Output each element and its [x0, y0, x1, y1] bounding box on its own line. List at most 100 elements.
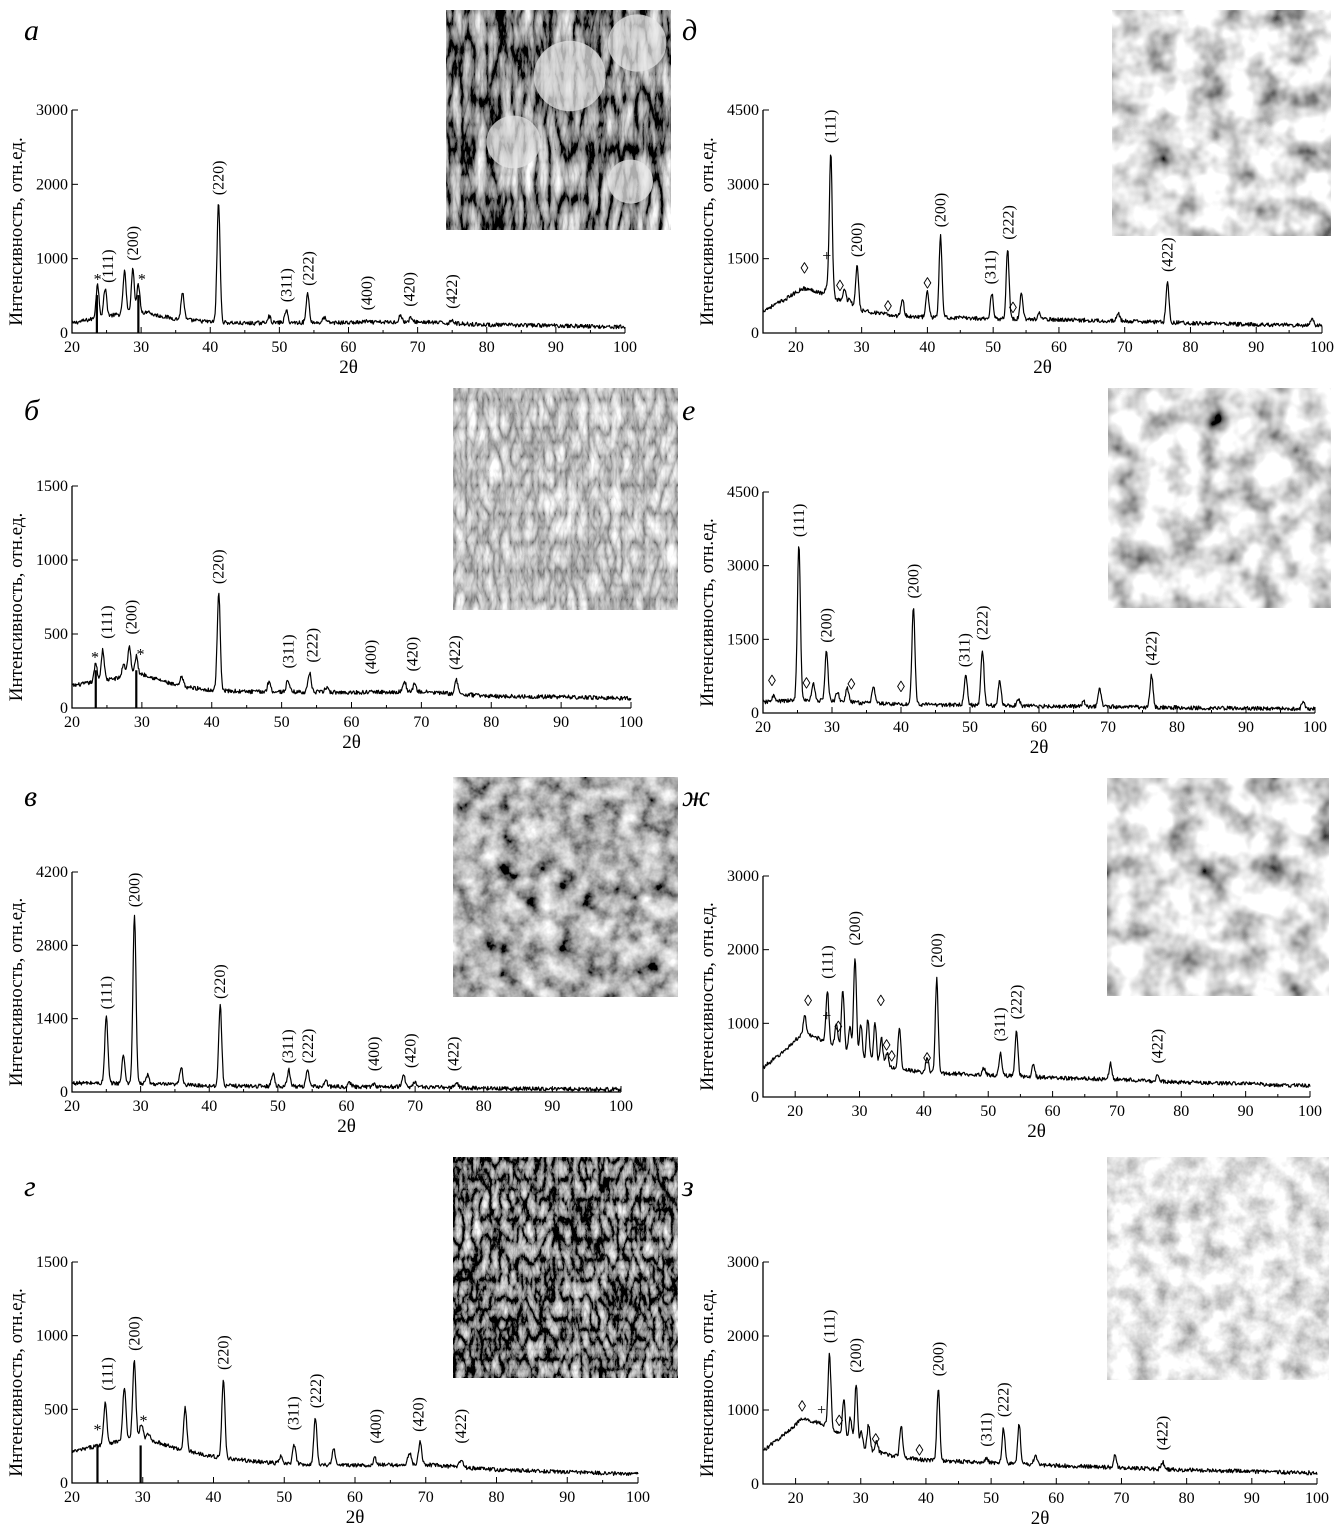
peak-label: (200): [929, 933, 946, 968]
x-tick-label: 60: [339, 1098, 355, 1115]
x-tick-label: 60: [347, 1489, 363, 1506]
peak-label: (311): [278, 268, 295, 302]
peak-label: (420): [402, 1033, 419, 1068]
peak-label: (220): [215, 1335, 232, 1370]
panel-2: б20 30 40 50 60 70 80 90 1000500100015002θИнтенс…: [6, 388, 678, 753]
x-tick-label: 70: [413, 714, 429, 731]
xrd-trace: [71, 914, 622, 1092]
peak-label: (111): [100, 249, 117, 282]
x-tick-label: 20: [64, 339, 80, 356]
y-axis-title: Интенсивность, отн.ед.: [697, 137, 718, 325]
panel-letter: б: [24, 394, 40, 427]
x-tick-label: 40: [202, 339, 218, 356]
x-tick-label: 90: [548, 339, 564, 356]
x-tick-label: 50: [985, 339, 1001, 356]
x-tick-label: 60: [1048, 1490, 1064, 1507]
x-tick-label: 60: [1045, 1103, 1061, 1120]
peak-label: (311): [983, 250, 1000, 284]
x-tick-label: 30: [824, 719, 840, 736]
phase-marker: ◊: [804, 993, 812, 1010]
y-tick-label: 3000: [727, 558, 759, 575]
phase-marker: ◊: [798, 1398, 806, 1415]
x-tick-label: 70: [1113, 1490, 1129, 1507]
peak-label: (200): [933, 193, 950, 228]
x-tick-label: 70: [1117, 339, 1133, 356]
phase-marker: *: [91, 650, 99, 667]
x-tick-label: 80: [476, 1098, 492, 1115]
panel-letter: а: [24, 14, 39, 47]
peak-label: (200): [847, 911, 864, 946]
x-tick-label: 20: [64, 714, 80, 731]
phase-marker: *: [93, 1422, 101, 1439]
y-axis-title: Интенсивность, отн.ед.: [6, 137, 27, 325]
peak-label: (311): [992, 1007, 1009, 1041]
x-tick-label: 80: [479, 339, 495, 356]
x-tick-label: 70: [410, 339, 426, 356]
peak-label: (420): [411, 1397, 428, 1432]
peak-label: (422): [1143, 631, 1160, 666]
panel-5: д 20 30 40 50 60 70 80 90 100 0 1500 3000 4500 2θ Интен…: [682, 10, 1334, 378]
y-tick-label: 1500: [36, 478, 68, 495]
x-tick-label: 90: [1244, 1490, 1260, 1507]
phase-marker: *: [94, 271, 102, 288]
y-tick-label: 500: [44, 626, 68, 643]
x-tick-label: 80: [1173, 1103, 1189, 1120]
sem-micrograph: [1108, 388, 1331, 608]
x-axis-title: 2θ: [1033, 357, 1052, 378]
peak-label: (200): [905, 564, 922, 599]
x-tick-label: 70: [1100, 719, 1116, 736]
peak-label: (111): [819, 945, 836, 978]
y-tick-label: 1000: [727, 1402, 759, 1419]
peak-label: (200): [123, 600, 140, 635]
x-axis-title: 2θ: [337, 1116, 356, 1137]
sem-micrograph: [453, 777, 678, 997]
panel-3: в 20 30 40 50 60 70 80 90 100 0 1400 2800 4200 2θ Интен…: [6, 777, 678, 1137]
y-tick-label: 2000: [36, 176, 68, 193]
x-tick-label: 40: [919, 339, 935, 356]
x-tick-label: 80: [483, 714, 499, 731]
sem-micrograph: [1112, 10, 1331, 236]
xrd-trace: [71, 592, 632, 701]
y-tick-label: 2000: [727, 942, 759, 959]
x-axis-title: 2θ: [346, 1507, 365, 1528]
x-tick-label: 30: [852, 1103, 868, 1120]
peak-label: (220): [212, 964, 229, 999]
panel-letter: г: [24, 1170, 36, 1203]
x-tick-label: 30: [135, 1489, 151, 1506]
x-tick-label: 40: [206, 1489, 222, 1506]
x-tick-label: 20: [787, 1103, 803, 1120]
panel-letter: д: [682, 14, 697, 47]
peak-label: (400): [363, 640, 380, 675]
phase-marker: ◊: [883, 1037, 891, 1054]
peak-label: (111): [791, 504, 808, 537]
panel-1: а20 30 40 50 60 70 80 90 10001000200030002θИнтен…: [6, 10, 671, 378]
phase-marker: ◊: [915, 1443, 923, 1460]
x-tick-label: 100: [1310, 339, 1334, 356]
peak-label: (422): [444, 274, 461, 309]
y-tick-label: 3000: [727, 176, 759, 193]
x-tick-label: 30: [134, 714, 150, 731]
phase-marker: *: [136, 647, 144, 664]
x-tick-label: 90: [544, 1098, 560, 1115]
y-axis-title: Интенсивность, отн.ед.: [6, 513, 27, 701]
phase-marker: ◊: [835, 1413, 843, 1430]
peak-label: (422): [1149, 1029, 1166, 1064]
y-tick-label: 3000: [36, 102, 68, 119]
phase-marker: ◊: [847, 677, 855, 694]
peak-label: (111): [823, 110, 840, 143]
x-tick-label: 70: [407, 1098, 423, 1115]
phase-marker: ◊: [834, 1019, 842, 1036]
y-tick-label: 4200: [36, 864, 68, 881]
x-tick-label: 20: [755, 719, 771, 736]
x-axis-title: 2θ: [342, 732, 361, 753]
x-tick-label: 50: [962, 719, 978, 736]
y-tick-label: 0: [751, 325, 759, 342]
x-tick-label: 50: [271, 339, 287, 356]
panel-letter: ж: [682, 780, 710, 813]
x-tick-label: 60: [1051, 339, 1067, 356]
phase-marker: *: [138, 271, 146, 288]
y-tick-label: 500: [44, 1401, 68, 1418]
peak-label: (111): [821, 1310, 838, 1343]
y-tick-label: 0: [60, 700, 68, 717]
x-tick-label: 90: [559, 1489, 575, 1506]
